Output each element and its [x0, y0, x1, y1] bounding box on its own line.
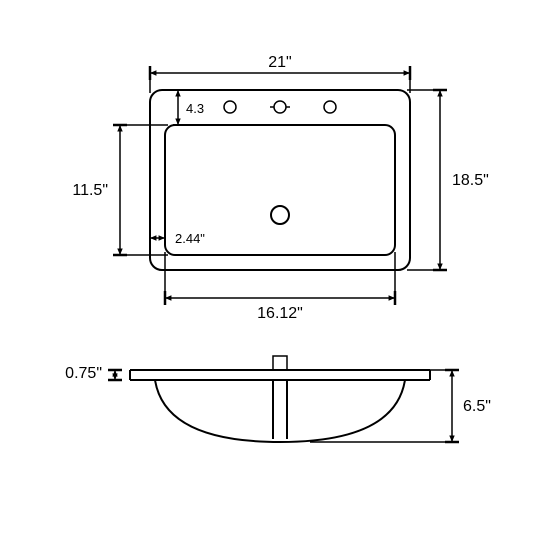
faucet-hole-0: [224, 101, 236, 113]
dim-bowl-depth: 6.5": [463, 398, 491, 415]
dim-rim-offset: 2.44": [175, 231, 205, 246]
faucet-hole-1: [274, 101, 286, 113]
side-faucet-stub: [273, 356, 287, 370]
dim-faucet-offset: 4.3: [186, 101, 204, 116]
dim-rim-thickness: 0.75": [65, 365, 102, 382]
side-bowl: [155, 380, 405, 442]
dim-height-left: 11.5": [72, 182, 108, 199]
dim-width-top: 21": [268, 54, 291, 71]
dim-height-right: 18.5": [452, 172, 489, 189]
drain-hole: [271, 206, 289, 224]
faucet-hole-2: [324, 101, 336, 113]
dim-inner-width: 16.12": [257, 305, 303, 322]
